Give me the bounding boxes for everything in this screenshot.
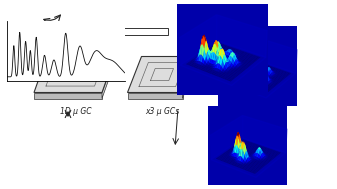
Polygon shape bbox=[127, 57, 196, 92]
Polygon shape bbox=[34, 92, 102, 98]
Bar bbox=[20, 28, 168, 35]
Text: 1D μ GC: 1D μ GC bbox=[60, 108, 92, 116]
Polygon shape bbox=[183, 57, 196, 98]
Polygon shape bbox=[127, 92, 183, 98]
Text: x3 μ GCs: x3 μ GCs bbox=[145, 108, 179, 116]
Polygon shape bbox=[34, 47, 118, 92]
Polygon shape bbox=[102, 47, 118, 98]
